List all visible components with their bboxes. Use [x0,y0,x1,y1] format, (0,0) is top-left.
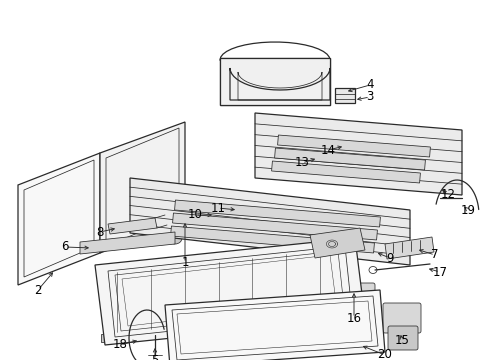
Text: 2: 2 [34,284,41,297]
Polygon shape [343,309,359,317]
Text: 7: 7 [430,248,438,261]
Polygon shape [108,218,157,234]
Polygon shape [220,58,329,105]
Text: 9: 9 [386,252,393,265]
Ellipse shape [419,173,420,183]
Polygon shape [309,228,364,258]
Polygon shape [164,290,384,360]
Text: 10: 10 [187,208,202,221]
Ellipse shape [274,148,275,158]
Polygon shape [130,178,409,265]
Ellipse shape [168,232,182,244]
Ellipse shape [172,213,173,223]
Polygon shape [18,153,100,285]
Ellipse shape [271,161,272,171]
Text: 5: 5 [151,354,159,360]
Ellipse shape [277,135,278,145]
Text: 12: 12 [440,189,454,202]
Polygon shape [336,243,352,251]
Ellipse shape [174,200,175,210]
Text: 20: 20 [377,348,392,360]
Polygon shape [220,58,329,105]
Polygon shape [172,213,377,240]
Text: 8: 8 [96,225,103,238]
Polygon shape [170,226,374,253]
Text: 13: 13 [294,157,309,170]
Polygon shape [107,268,123,276]
Polygon shape [334,88,354,103]
Text: 17: 17 [431,266,447,279]
Ellipse shape [73,242,87,254]
Text: 11: 11 [210,202,225,215]
Ellipse shape [368,266,376,274]
Polygon shape [80,232,175,254]
Text: 6: 6 [61,240,69,253]
Polygon shape [277,135,429,157]
Polygon shape [254,113,461,195]
Ellipse shape [376,230,377,240]
Polygon shape [174,200,380,227]
Ellipse shape [373,243,374,253]
FancyBboxPatch shape [332,283,374,315]
Ellipse shape [170,226,171,236]
Polygon shape [229,68,329,100]
Polygon shape [274,148,425,170]
FancyBboxPatch shape [387,326,417,350]
Text: 19: 19 [460,203,474,216]
Text: 18: 18 [112,338,127,351]
FancyBboxPatch shape [382,303,420,333]
Polygon shape [384,237,433,259]
Text: 3: 3 [366,90,373,104]
Polygon shape [271,161,420,183]
Ellipse shape [379,217,380,227]
Text: 16: 16 [346,311,361,324]
Text: 14: 14 [320,144,335,157]
Polygon shape [101,334,117,342]
FancyBboxPatch shape [337,308,371,334]
Polygon shape [100,122,184,253]
Text: 1: 1 [181,256,188,270]
Ellipse shape [424,160,425,170]
Polygon shape [95,238,364,345]
Text: 15: 15 [394,333,408,346]
Text: 4: 4 [366,78,373,91]
